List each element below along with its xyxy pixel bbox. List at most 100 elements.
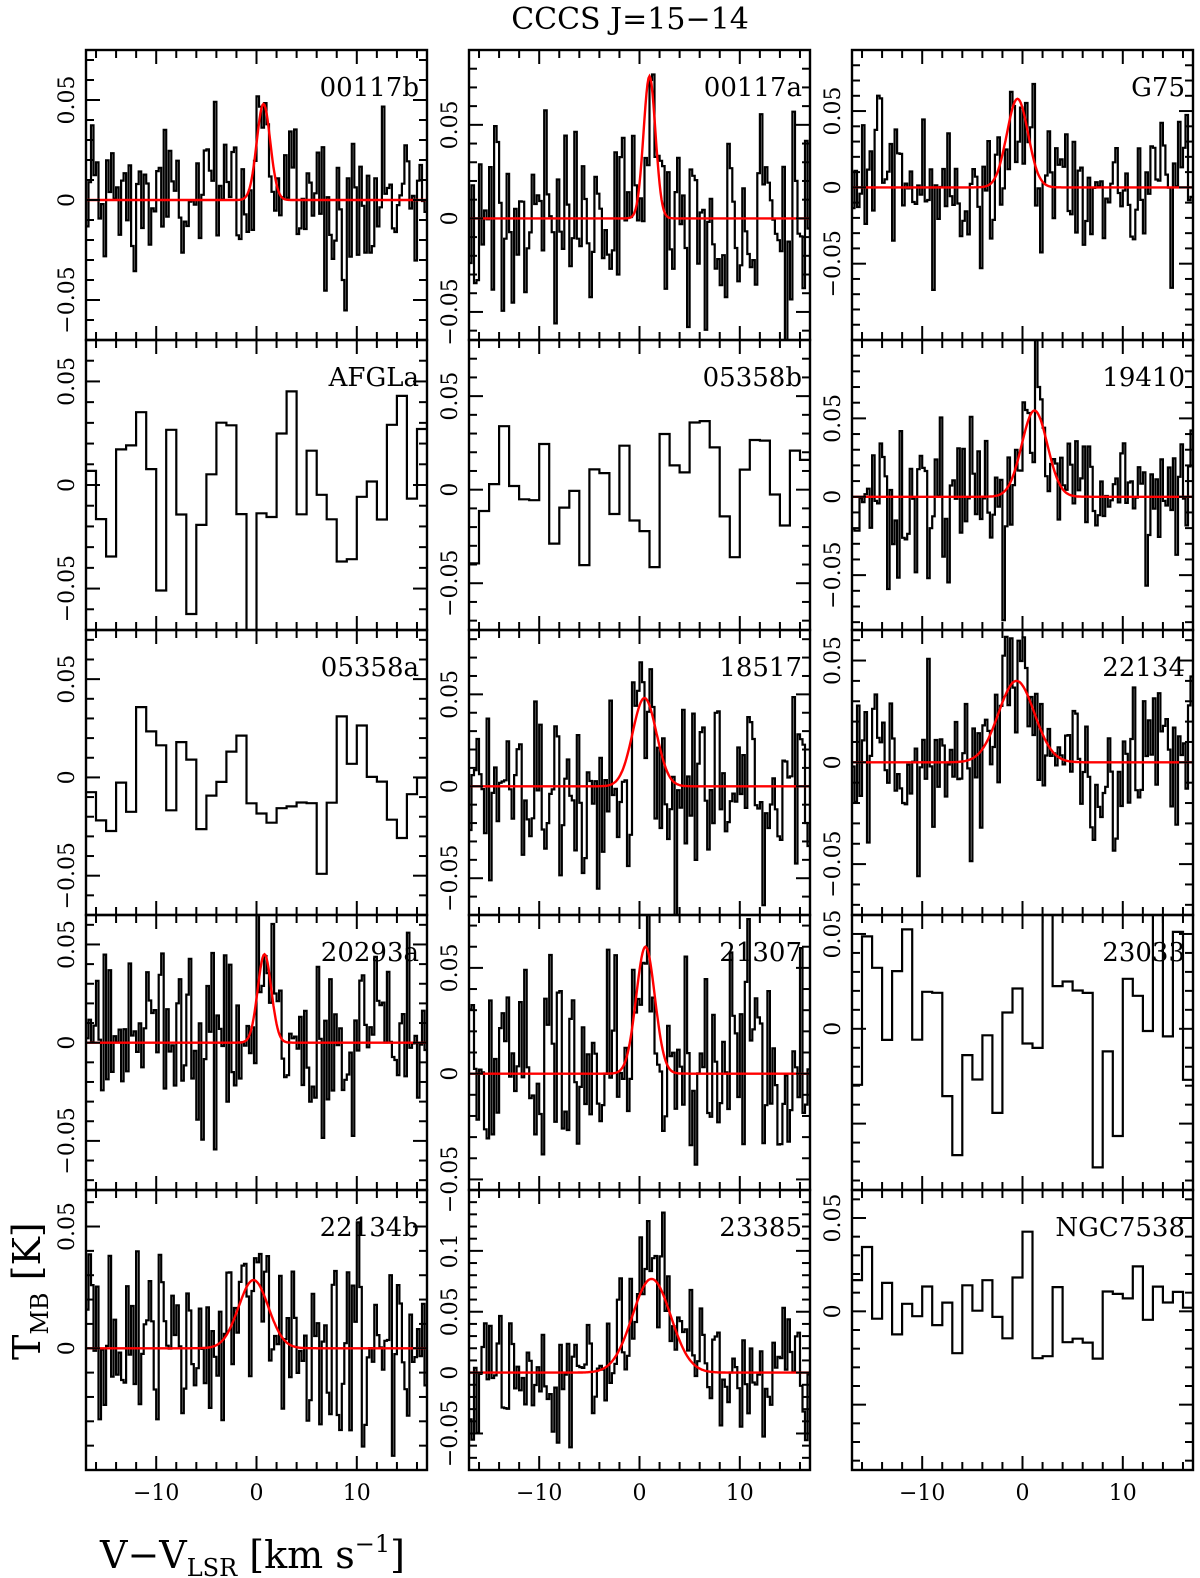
gaussian-fit-22134: [852, 679, 1193, 764]
panel-23385: −10 0 10 −0.05 0 0.05 0.1 23385: [438, 1188, 812, 1506]
gaussian-fit-20293a: [86, 952, 427, 1044]
source-name: 19410: [1102, 363, 1185, 393]
x-tick-label: 10: [726, 1481, 754, 1506]
x-tick-label: −10: [516, 1481, 562, 1506]
spectrum-18517: [469, 661, 810, 915]
gaussian-fit-00117b: [86, 102, 427, 202]
spectrum-g75: [852, 82, 1193, 291]
source-name: 05358b: [703, 363, 802, 393]
y-tick-label: −0.05: [821, 230, 846, 297]
gaussian-fit-19410: [852, 409, 1193, 498]
x-tick-label: 0: [1016, 1481, 1030, 1506]
y-tick-label: 0.05: [55, 357, 80, 406]
y-tick-label: 0: [55, 770, 80, 784]
y-tick-label: 0: [821, 1022, 846, 1036]
panel-afgla: −0.05 0 0.05 AFGLa: [55, 338, 429, 632]
y-tick-label: 0.05: [55, 655, 80, 704]
y-tick-label: −0.05: [438, 1400, 463, 1467]
y-tick-label: 0.05: [438, 100, 463, 149]
source-name: 00117a: [704, 73, 802, 103]
y-tick-label: −0.05: [821, 541, 846, 608]
spectrum-23033: [852, 915, 1193, 1169]
y-tick-label: −0.05: [438, 845, 463, 912]
panel-18517: −0.05 0 0.05 18517: [438, 628, 812, 917]
spectrum-00117a: [469, 73, 810, 340]
figure-title: CCCS J=15−14: [511, 2, 749, 37]
source-name: 22134b: [320, 1213, 419, 1243]
y-tick-label: −0.05: [55, 555, 80, 622]
x-tick-label: 0: [633, 1481, 647, 1506]
panel-00117b: −0.05 0 0.05 00117b: [55, 48, 429, 342]
y-tick-label: −0.05: [438, 550, 463, 617]
y-tick-label: 0.05: [821, 87, 846, 136]
svg-text:V−VLSR [km s−1]: V−VLSR [km s−1]: [99, 1530, 405, 1578]
spectrum-afgla: [86, 390, 427, 630]
y-tick-label: 0: [55, 1036, 80, 1050]
source-name: 22134: [1102, 653, 1185, 683]
panel-19410: −0.05 0 0.05 19410: [821, 338, 1195, 632]
x-tick-label: −10: [899, 1481, 945, 1506]
y-tick-label: 0.05: [821, 909, 846, 958]
x-tick-label: 10: [1109, 1481, 1137, 1506]
panel-00117a: −0.05 0 0.05 00117a: [438, 48, 812, 346]
x-tick-label: 10: [343, 1481, 371, 1506]
y-tick-label: 0: [438, 1067, 463, 1081]
y-tick-label: 0: [55, 478, 80, 492]
y-tick-label: −0.05: [55, 1107, 80, 1174]
y-tick-label: 0: [55, 1341, 80, 1355]
y-tick-label: 0.05: [821, 1194, 846, 1243]
spectrum-05358a: [86, 706, 427, 875]
y-tick-label: 0: [438, 211, 463, 225]
panel-ngc7538: −10 0 10 0 0.05 NGC7538: [821, 1188, 1195, 1506]
y-tick-label: 0.05: [438, 372, 463, 421]
spectrum-ngc7538: [852, 1230, 1193, 1360]
y-tick-label: −0.05: [55, 266, 80, 333]
y-axis-label: TMB [K]: [5, 1222, 54, 1360]
source-name: AFGLa: [328, 363, 419, 393]
gaussian-fit-23385: [469, 1277, 810, 1374]
spectrum-05358b: [469, 420, 810, 569]
panel-22134b: −10 0 10 0 0.05 22134b: [55, 1188, 429, 1506]
y-tick-label: 0.1: [438, 1233, 463, 1268]
source-name: 05358a: [321, 653, 419, 683]
y-tick-label: 0.05: [438, 670, 463, 719]
svg-text:TMB [K]: TMB [K]: [5, 1222, 54, 1360]
y-tick-label: 0.05: [438, 1287, 463, 1336]
spectrum-21307: [469, 915, 810, 1166]
spectrum-23385: [469, 1211, 810, 1449]
y-tick-label: 0.05: [821, 394, 846, 443]
y-tick-label: −0.05: [438, 278, 463, 345]
y-tick-label: 0.05: [55, 920, 80, 969]
y-tick-label: −0.05: [438, 1146, 463, 1213]
y-tick-label: 0.05: [55, 76, 80, 125]
y-tick-label: 0: [438, 779, 463, 793]
gaussian-fit-18517: [469, 696, 810, 788]
y-tick-label: 0: [55, 193, 80, 207]
panel-g75: −0.05 0 0.05 G75: [821, 48, 1195, 342]
spectrum-22134b: [86, 1221, 427, 1457]
x-axis-label: V−VLSR [km s−1]: [99, 1530, 405, 1578]
spectra-panels: −0.05 0 0.05 00117b −0.05 0 0.05 00117a −0.05 0 0.…: [55, 48, 1195, 1506]
source-name: 00117b: [320, 73, 419, 103]
panel-05358a: −0.05 0 0.05 05358a: [55, 628, 429, 917]
y-tick-label: 0.05: [55, 1202, 80, 1251]
spectrum-22134: [852, 635, 1193, 878]
gaussian-fit-21307: [469, 945, 810, 1075]
y-tick-label: 0: [821, 490, 846, 504]
x-tick-label: −10: [133, 1481, 179, 1506]
y-tick-label: 0: [821, 755, 846, 769]
y-tick-label: 0: [438, 483, 463, 497]
source-name: 18517: [719, 653, 802, 683]
y-tick-label: −0.05: [821, 830, 846, 897]
panel-20293a: −0.05 0 0.05 20293a: [55, 913, 429, 1192]
panel-21307: −0.05 0 0.05 21307: [438, 913, 812, 1213]
gaussian-fit-g75: [852, 97, 1193, 189]
source-name: 23385: [719, 1213, 802, 1243]
source-name: G75: [1131, 73, 1185, 103]
spectrum-20293a: [86, 915, 427, 1151]
y-tick-label: 0.05: [821, 636, 846, 685]
panel-22134: −0.05 0 0.05 22134: [821, 628, 1195, 917]
gaussian-fit-00117a: [469, 73, 810, 220]
x-tick-label: 0: [250, 1481, 264, 1506]
